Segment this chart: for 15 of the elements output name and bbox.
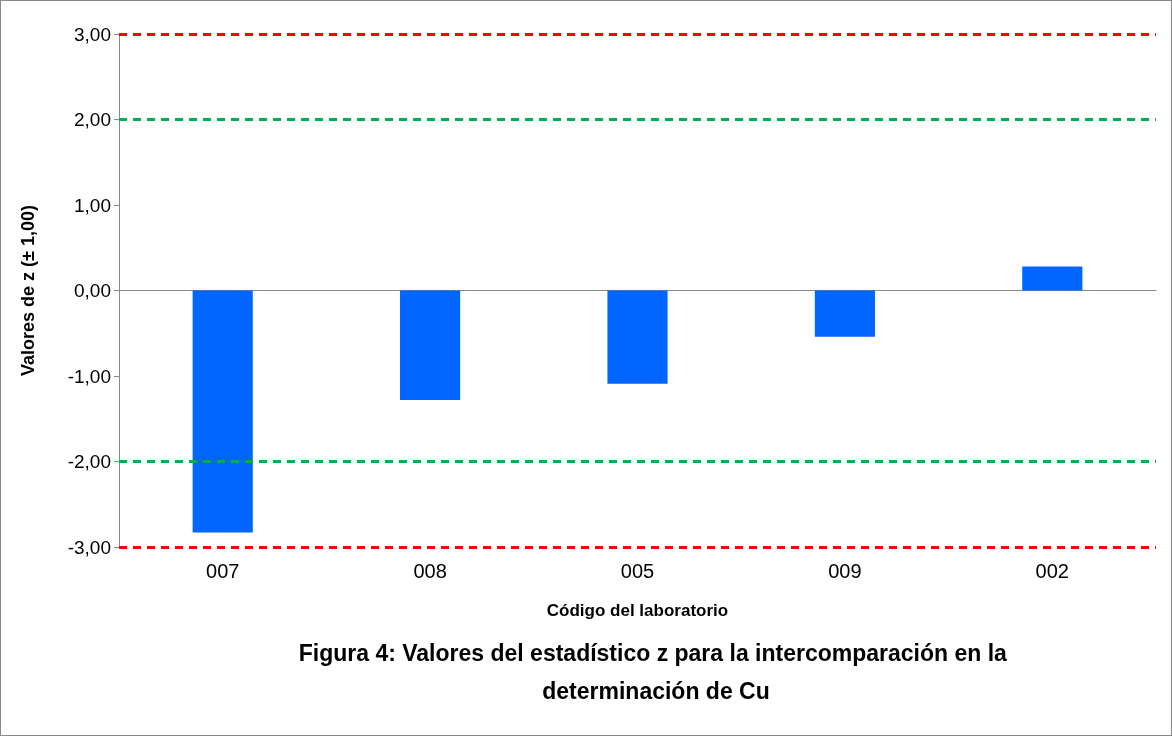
x-tick-label: 009 bbox=[828, 560, 862, 582]
y-tick-label: 2,00 bbox=[74, 109, 111, 130]
y-tick-label: 0,00 bbox=[74, 280, 111, 301]
x-tick-label: 005 bbox=[620, 560, 655, 582]
y-tick-label: -3,00 bbox=[67, 536, 111, 558]
x-tick-label: 007 bbox=[206, 560, 240, 582]
x-tick-label: 008 bbox=[413, 560, 447, 582]
y-tick-label: -1,00 bbox=[67, 365, 111, 387]
y-tick-label: 3,00 bbox=[74, 23, 111, 45]
text: Figura 4: Valores del estadístico z para la intercomparación en la determinación de Cu bbox=[298, 640, 1014, 704]
y-tick-label: -2,00 bbox=[67, 451, 111, 472]
y-axis-title: Valores de z (± 1,00) bbox=[18, 205, 38, 376]
x-axis-title: Código del laboratorio bbox=[546, 601, 729, 620]
x-tick-label: 002 bbox=[1035, 560, 1069, 582]
y-tick-label: 1,00 bbox=[74, 194, 111, 216]
